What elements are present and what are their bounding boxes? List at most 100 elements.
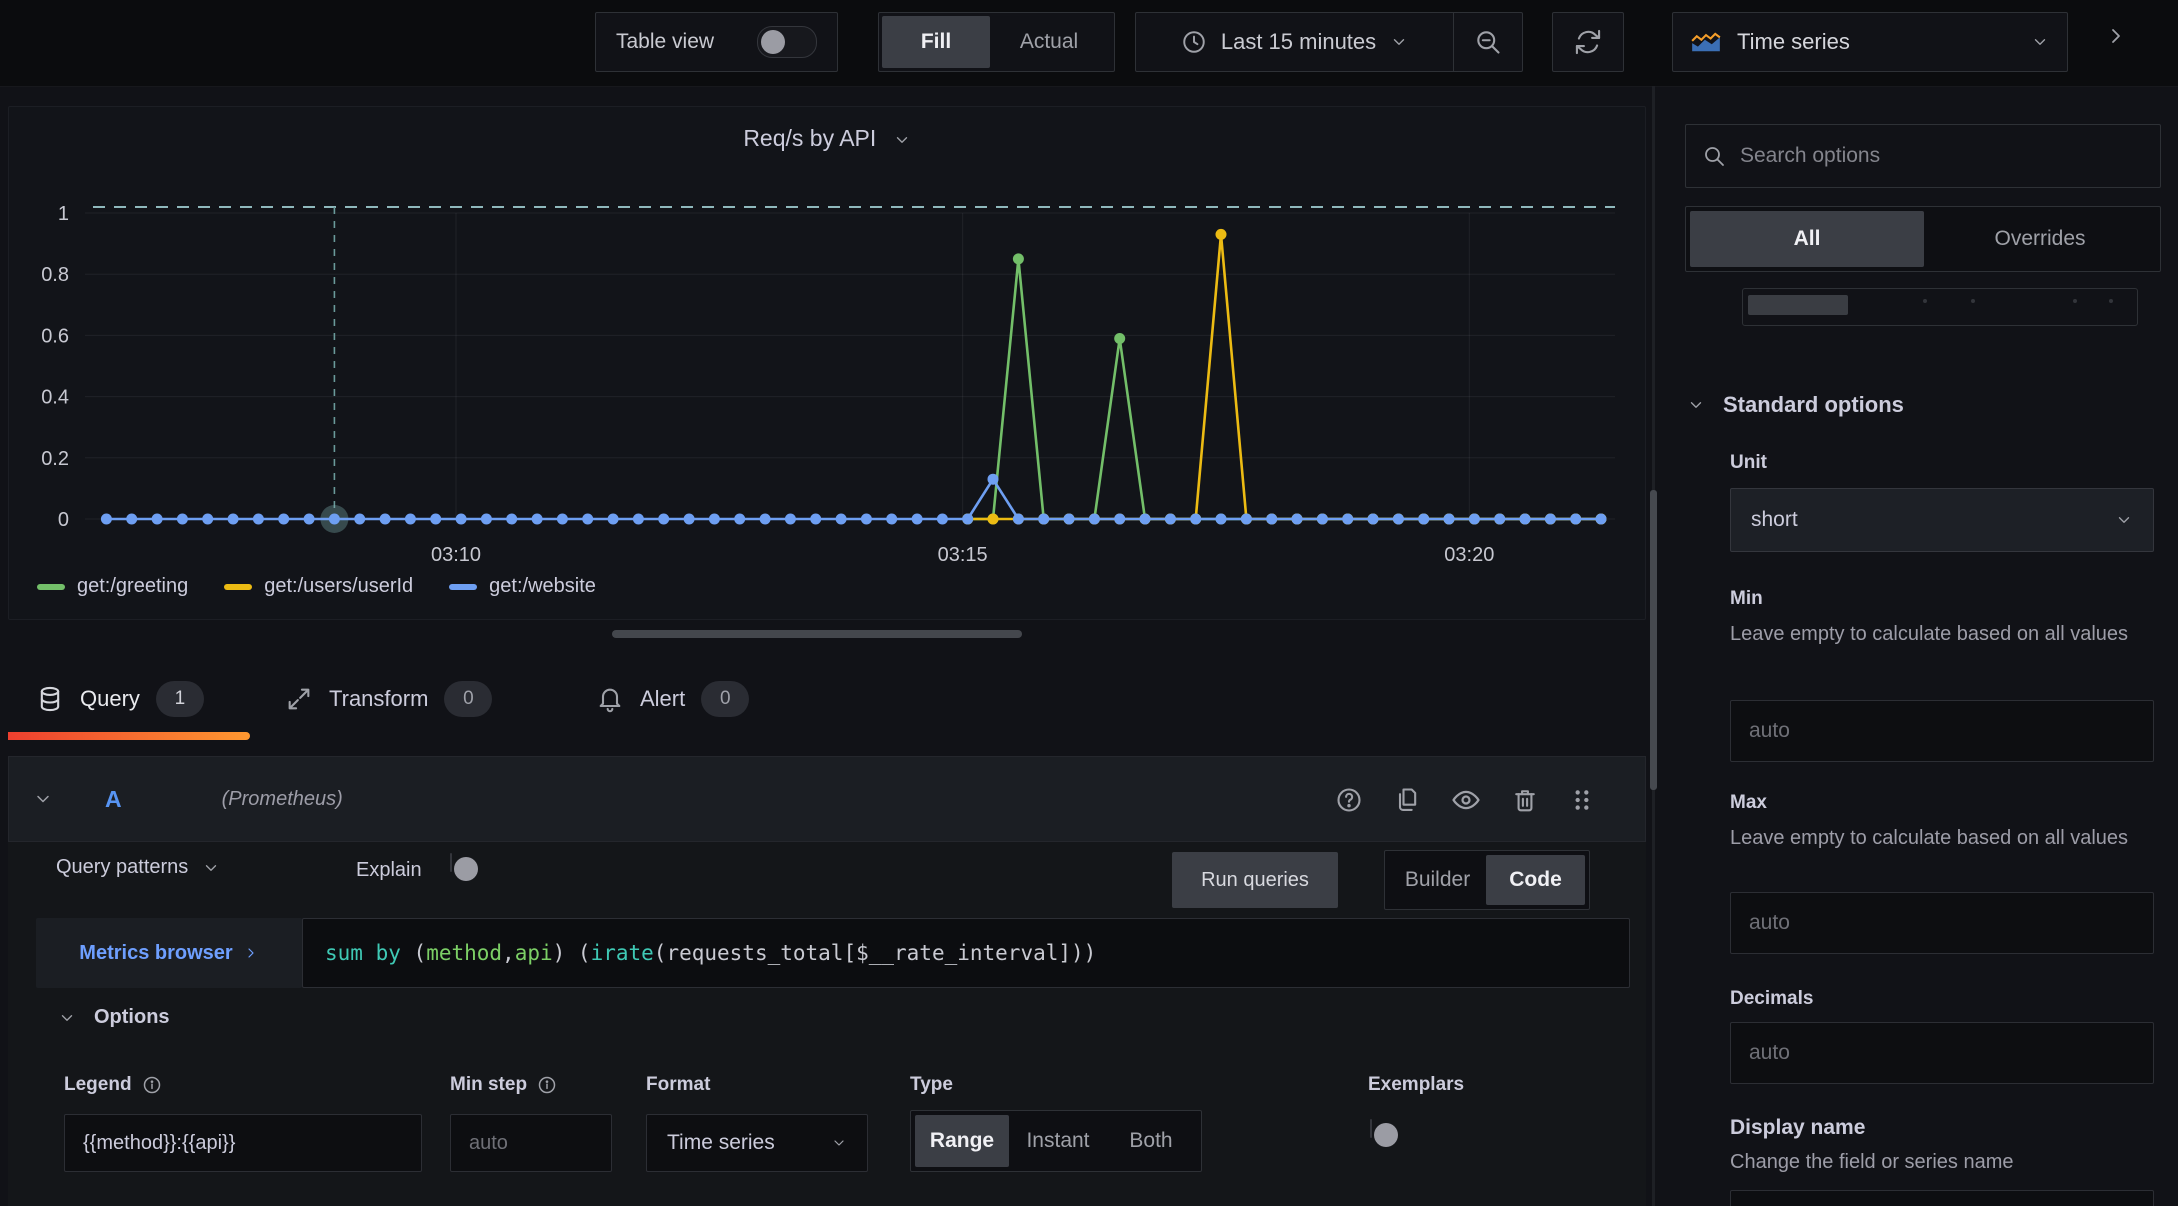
time-range-picker[interactable]: Last 15 minutes [1136,13,1453,71]
timeseries-viz-icon [1691,31,1721,53]
options-sidebar: Search options All Overrides Standard op… [1659,86,2178,1206]
tab-badge: 0 [444,681,493,717]
svg-text:1: 1 [58,203,69,225]
timeseries-panel: Req/s by API 0 0.2 0.4 0.6 0.8 1 03:10 03:15 03:… [8,106,1646,620]
exemplars-toggle[interactable] [1370,1119,1398,1147]
eye-icon[interactable] [1451,785,1481,815]
pane-splitter-handle[interactable] [1650,490,1657,790]
chevron-down-icon[interactable] [33,789,53,809]
type-both-button[interactable]: Both [1129,1129,1173,1152]
standard-options-header: Standard options [1723,392,1904,417]
query-patterns-label: Query patterns [56,856,189,878]
query-row-header[interactable]: A (Prometheus) [8,756,1646,842]
chart-plot-area[interactable]: 0 0.2 0.4 0.6 0.8 1 03:10 03:15 03:20 [21,171,1651,571]
all-overrides-group: All Overrides [1685,206,2161,272]
query-type-group: Range Instant Both [910,1110,1202,1172]
tab-alert[interactable]: Alert 0 [596,660,750,738]
refresh-icon [1574,28,1602,56]
panel-title: Req/s by API [743,125,877,151]
metrics-browser-label: Metrics browser [79,941,233,964]
table-view-toggle[interactable] [757,26,817,58]
panel-resize-scrollbar[interactable] [612,630,1022,638]
display-name-input[interactable] [1730,1190,2154,1206]
standard-options-collapse[interactable]: Standard options [1687,392,1904,418]
query-patterns-dropdown[interactable]: Query patterns [56,856,220,879]
trash-icon[interactable] [1511,786,1539,814]
search-options-box[interactable]: Search options [1685,124,2161,188]
help-icon[interactable] [1335,786,1363,814]
zoom-out-icon [1474,28,1502,56]
tab-transform[interactable]: Transform 0 [285,660,493,738]
duplicate-icon[interactable] [1393,786,1421,814]
legend-label: get:/users/userId [264,575,414,597]
tab-label: Transform [329,686,429,711]
run-queries-button[interactable]: Run queries [1172,852,1338,908]
chevron-down-icon [2031,33,2049,51]
partial-control-fill [1748,295,1848,315]
format-value: Time series [667,1131,775,1154]
legend-swatch-blue [449,583,478,590]
svg-text:0.8: 0.8 [41,264,69,286]
code-button[interactable]: Code [1486,855,1585,905]
type-field-label: Type [910,1074,953,1095]
collapse-pane-button[interactable] [2104,24,2128,48]
unit-value: short [1751,508,1798,531]
chevron-down-icon [834,1140,844,1146]
min-description: Leave empty to calculate based on all va… [1730,623,2129,645]
max-input[interactable] [1730,892,2154,954]
legend-field-label: Legend [64,1074,162,1096]
legend-item[interactable]: get:/users/userId [224,575,413,598]
svg-text:03:10: 03:10 [431,544,481,566]
time-range-label: Last 15 minutes [1220,29,1377,54]
query-editor-body: Query patterns Explain Run queries Build… [8,842,1646,1206]
explain-toggle[interactable] [450,853,478,881]
chevron-down-icon [2118,517,2130,523]
info-icon[interactable] [537,1075,557,1095]
svg-text:0.6: 0.6 [41,325,69,347]
viz-picker-label: Time series [1737,29,1850,54]
min-input[interactable] [1730,700,2154,762]
builder-button[interactable]: Builder [1404,868,1471,891]
builder-code-group: Builder Code [1384,850,1590,910]
tab-all[interactable]: All [1690,211,1924,267]
database-icon [36,685,64,713]
unit-select[interactable]: short [1730,488,2154,552]
visualization-picker[interactable]: Time series [1672,12,2068,72]
legend-swatch-green [37,583,65,590]
tab-query[interactable]: Query 1 [36,660,204,738]
promql-expression-input[interactable]: sum by (method,api) (irate(requests_tota… [302,918,1630,988]
max-description: Leave empty to calculate based on all va… [1730,827,2129,849]
actual-button[interactable]: Actual [1019,30,1079,53]
legend-item[interactable]: get:/website [449,575,596,598]
tab-badge: 0 [701,681,750,717]
legend-input[interactable] [64,1114,422,1172]
partially-scrolled-control[interactable] [1742,288,2138,326]
info-icon[interactable] [142,1075,162,1095]
panel-title-row[interactable]: Req/s by API [9,125,1645,152]
time-range-control: Last 15 minutes [1135,12,1523,72]
decimals-input[interactable] [1730,1022,2154,1084]
chevron-down-icon [1690,402,1702,408]
fill-button[interactable]: Fill [882,16,990,68]
editor-tabs: Query 1 Transform 0 Alert 0 [0,660,1655,748]
metrics-browser-button[interactable]: Metrics browser [36,918,302,988]
min-label: Min [1730,588,1763,609]
type-instant-button[interactable]: Instant [1026,1129,1090,1152]
refresh-button[interactable] [1552,12,1624,72]
zoom-out-button[interactable] [1453,13,1522,71]
drag-handle-icon[interactable] [1569,786,1595,814]
format-select[interactable]: Time series [646,1114,868,1172]
options-header: Options [94,1006,170,1028]
legend-label: get:/website [489,575,596,597]
options-collapse[interactable]: Options [58,1006,170,1029]
min-step-input[interactable] [450,1114,612,1172]
tab-label: Alert [640,686,686,711]
legend-item[interactable]: get:/greeting [37,575,188,598]
search-options-placeholder: Search options [1740,144,1881,167]
decimals-label: Decimals [1730,988,1814,1009]
query-datasource: (Prometheus) [221,787,343,810]
tab-overrides[interactable]: Overrides [1994,227,2086,250]
top-toolbar: Table view Fill Actual Last 15 minutes [0,0,2178,87]
type-range-button[interactable]: Range [915,1115,1009,1167]
